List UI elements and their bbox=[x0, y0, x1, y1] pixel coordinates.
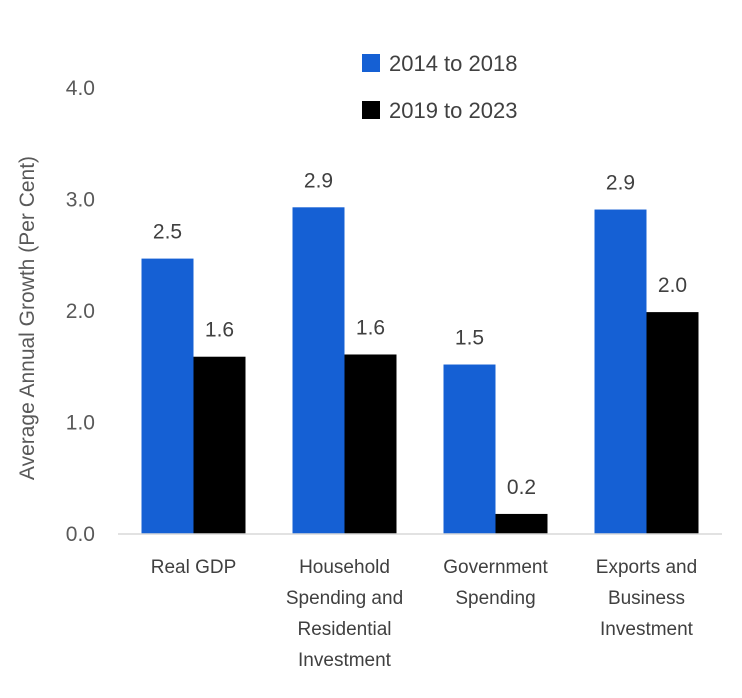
bar-series-2 bbox=[344, 354, 397, 534]
bars bbox=[141, 207, 699, 534]
y-tick-label: 4.0 bbox=[66, 77, 95, 100]
category-label: Investment bbox=[298, 650, 392, 671]
category-label: Residential bbox=[298, 619, 392, 640]
data-label: 1.6 bbox=[205, 319, 234, 342]
category-label: Spending bbox=[455, 588, 535, 609]
bar-series-2 bbox=[646, 312, 699, 534]
data-label: 0.2 bbox=[507, 476, 536, 499]
category-label: Exports and bbox=[596, 557, 697, 578]
legend: 2014 to 2018 2019 to 2023 bbox=[362, 51, 517, 123]
y-tick-label: 1.0 bbox=[66, 412, 95, 435]
y-axis-label: Average Annual Growth (Per Cent) bbox=[16, 156, 39, 480]
bar-series-2 bbox=[495, 513, 548, 534]
y-axis-ticks: 0.0 1.0 2.0 3.0 4.0 bbox=[66, 77, 95, 546]
bar-series-1 bbox=[594, 209, 647, 534]
category-label: Government bbox=[443, 557, 548, 578]
y-tick-label: 2.0 bbox=[66, 300, 95, 323]
y-axis-label-group: Average Annual Growth (Per Cent) bbox=[16, 156, 39, 480]
data-label: 2.9 bbox=[606, 172, 635, 195]
data-label: 1.6 bbox=[356, 316, 385, 339]
legend-label: 2019 to 2023 bbox=[389, 98, 517, 123]
data-label: 2.5 bbox=[153, 221, 182, 244]
bar-series-2 bbox=[193, 356, 246, 534]
legend-swatch bbox=[362, 101, 380, 119]
data-label: 2.0 bbox=[658, 274, 687, 297]
data-label: 1.5 bbox=[455, 327, 484, 350]
data-label: 2.9 bbox=[304, 169, 333, 192]
legend-swatch bbox=[362, 54, 380, 72]
category-labels: Real GDP Household Spending and Residential… bbox=[151, 557, 697, 671]
legend-label: 2014 to 2018 bbox=[389, 51, 517, 76]
category-label: Spending and bbox=[286, 588, 403, 609]
data-labels: 2.5 2.9 1.5 2.9 1.6 1.6 0.2 2.0 bbox=[153, 169, 687, 499]
category-label: Household bbox=[299, 557, 390, 578]
bar-series-1 bbox=[443, 364, 496, 534]
category-label: Real GDP bbox=[151, 557, 237, 578]
y-tick-label: 0.0 bbox=[66, 523, 95, 546]
bar-series-1 bbox=[141, 258, 194, 534]
bar-series-1 bbox=[292, 207, 345, 534]
y-tick-label: 3.0 bbox=[66, 189, 95, 212]
category-label: Investment bbox=[600, 619, 694, 640]
category-label: Business bbox=[608, 588, 685, 609]
